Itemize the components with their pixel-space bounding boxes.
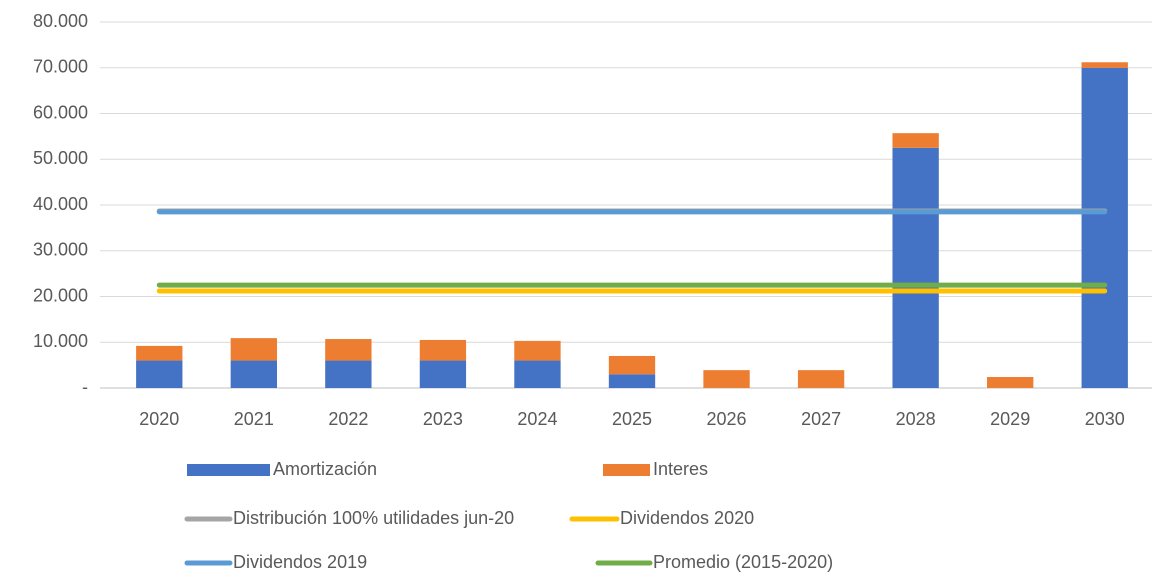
- legend-label: Distribución 100% utilidades jun-20: [233, 508, 514, 528]
- bar: [703, 370, 750, 388]
- x-tick-label: 2020: [139, 409, 179, 429]
- y-tick-label: -: [82, 377, 88, 397]
- x-tick-label: 2027: [801, 409, 841, 429]
- legend-swatch: [603, 464, 650, 476]
- y-tick-label: 60.000: [33, 102, 88, 122]
- bar: [136, 345, 183, 361]
- y-tick-label: 20.000: [33, 285, 88, 305]
- bar: [230, 360, 277, 388]
- x-tick-label: 2028: [896, 409, 936, 429]
- legend-label: Promedio (2015-2020): [653, 552, 833, 572]
- x-tick-label: 2022: [328, 409, 368, 429]
- bar: [325, 339, 372, 361]
- legend-label: Interes: [653, 459, 708, 479]
- y-tick-label: 30.000: [33, 240, 88, 260]
- bar: [1081, 62, 1128, 68]
- bar: [892, 147, 939, 388]
- x-tick-label: 2023: [423, 409, 463, 429]
- y-tick-label: 40.000: [33, 194, 88, 214]
- legend-label: Dividendos 2020: [620, 508, 754, 528]
- x-tick-label: 2024: [517, 409, 557, 429]
- x-tick-label: 2021: [234, 409, 274, 429]
- x-tick-label: 2030: [1085, 409, 1125, 429]
- x-tick-label: 2026: [707, 409, 747, 429]
- legend-label: Amortización: [273, 459, 377, 479]
- bar: [419, 360, 467, 388]
- x-tick-label: 2029: [990, 409, 1030, 429]
- legend-swatch: [187, 464, 270, 476]
- bar: [514, 340, 561, 361]
- y-tick-label: 70.000: [33, 57, 88, 77]
- bar: [1081, 67, 1128, 388]
- bar: [136, 360, 183, 388]
- bar: [608, 374, 656, 388]
- x-tick-label: 2025: [612, 409, 652, 429]
- y-tick-label: 10.000: [33, 331, 88, 351]
- bar: [325, 360, 372, 388]
- bar: [514, 360, 561, 388]
- bar: [419, 339, 467, 361]
- bar: [608, 355, 656, 375]
- bar: [892, 133, 939, 148]
- bar: [230, 338, 277, 361]
- y-tick-label: 50.000: [33, 148, 88, 168]
- y-tick-label: 80.000: [33, 11, 88, 31]
- bar: [987, 377, 1034, 388]
- bar: [797, 370, 845, 388]
- legend-label: Dividendos 2019: [233, 552, 367, 572]
